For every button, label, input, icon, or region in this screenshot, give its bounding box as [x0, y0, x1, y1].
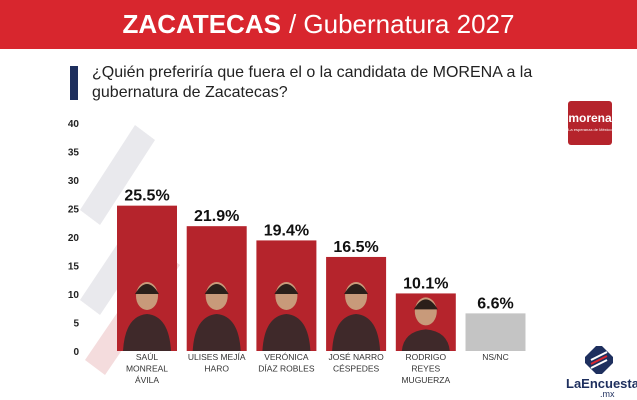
bar-value-label: 6.6%: [477, 295, 513, 312]
morena-logo-text: morena: [568, 111, 612, 125]
y-tick-label: 5: [73, 319, 79, 330]
candidate-photo-body: [401, 329, 450, 351]
brand-name: LaEncuesta: [566, 376, 637, 391]
category-label: RODRIGO: [405, 352, 446, 362]
morena-logo-tagline: La esperanza de México: [568, 127, 612, 132]
category-label: JOSÉ NARRO: [328, 352, 384, 362]
category-label: CÉSPEDES: [333, 364, 380, 374]
background-stripe-0: [80, 125, 155, 225]
category-label: MONREAL: [126, 364, 168, 374]
y-tick-label: 0: [73, 347, 79, 358]
candidate-photo-body: [332, 314, 381, 351]
y-tick-label: 25: [68, 205, 80, 216]
y-tick-label: 15: [68, 262, 80, 273]
candidate-photo-body: [192, 314, 241, 351]
category-label: DÍAZ ROBLES: [258, 364, 315, 374]
y-tick-label: 30: [68, 176, 80, 187]
y-tick-label: 35: [68, 148, 80, 159]
title-state: ZACATECAS: [122, 9, 281, 39]
category-label: ULISES MEJÍA: [188, 352, 246, 362]
category-label: ÁVILA: [135, 375, 159, 385]
bar-value-label: 25.5%: [124, 188, 169, 205]
category-label: HARO: [204, 364, 229, 374]
bar-value-label: 19.4%: [264, 222, 309, 239]
survey-question: ¿Quién preferiría que fuera el o la cand…: [92, 64, 533, 101]
category-label: REYES: [411, 364, 440, 374]
y-tick-label: 10: [68, 290, 80, 301]
category-label: SAÚL: [136, 352, 158, 362]
candidate-photo-body: [123, 314, 171, 351]
category-label: NS/NC: [482, 352, 508, 362]
title-subtitle: / Gubernatura 2027: [288, 9, 515, 39]
y-tick-label: 40: [68, 119, 80, 130]
candidate-photo-hair: [274, 284, 299, 294]
candidate-photo-hair: [344, 284, 369, 294]
bar-value-label: 10.1%: [403, 275, 448, 292]
candidate-photo-hair: [204, 284, 229, 294]
y-tick-label: 20: [68, 233, 80, 244]
laencuesta-logo-icon: [585, 346, 613, 374]
bar: [465, 313, 526, 351]
category-label: MUGUERZA: [401, 375, 450, 385]
candidate-photo-body: [262, 314, 311, 351]
candidate-photo-hair: [413, 299, 438, 310]
candidate-photo-hair: [135, 284, 159, 294]
bar-value-label: 21.9%: [194, 208, 239, 225]
morena-logo: morena La esperanza de México: [568, 101, 612, 145]
brand-tld: .mx: [600, 389, 615, 399]
title-banner: ZACATECAS / Gubernatura 2027: [0, 0, 637, 49]
bar-value-label: 16.5%: [333, 239, 378, 256]
category-label: VERÓNICA: [264, 352, 309, 362]
question-accent-bar: [70, 66, 78, 100]
